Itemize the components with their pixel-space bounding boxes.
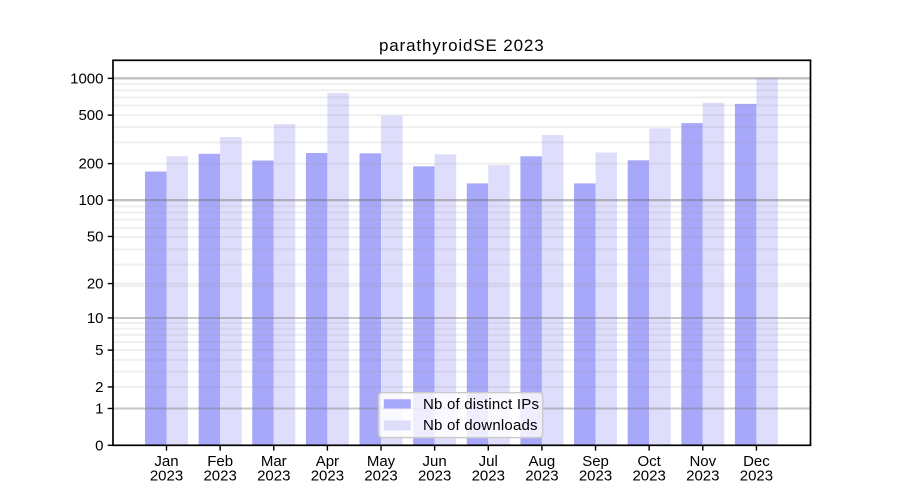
svg-text:2023: 2023 xyxy=(472,468,505,485)
svg-text:100: 100 xyxy=(78,192,103,209)
svg-text:2023: 2023 xyxy=(257,468,290,485)
svg-text:2023: 2023 xyxy=(203,468,236,485)
svg-text:Jun: Jun xyxy=(423,453,447,470)
svg-text:Jan: Jan xyxy=(154,453,178,470)
svg-text:Feb: Feb xyxy=(207,453,233,470)
svg-text:2023: 2023 xyxy=(525,468,558,485)
svg-text:2023: 2023 xyxy=(686,468,719,485)
svg-text:2023: 2023 xyxy=(418,468,451,485)
svg-text:2023: 2023 xyxy=(579,468,612,485)
svg-text:2023: 2023 xyxy=(150,468,183,485)
svg-text:200: 200 xyxy=(78,156,103,173)
svg-text:Nb of distinct IPs: Nb of distinct IPs xyxy=(423,396,539,413)
svg-text:1000: 1000 xyxy=(70,70,103,87)
svg-text:20: 20 xyxy=(87,276,104,293)
svg-text:Oct: Oct xyxy=(637,453,661,470)
svg-text:Sep: Sep xyxy=(582,453,609,470)
svg-text:500: 500 xyxy=(78,107,103,124)
svg-text:parathyroidSE 2023: parathyroidSE 2023 xyxy=(379,36,545,55)
svg-text:Jul: Jul xyxy=(479,453,498,470)
svg-text:2023: 2023 xyxy=(632,468,665,485)
svg-text:2023: 2023 xyxy=(740,468,773,485)
svg-text:10: 10 xyxy=(87,310,104,327)
svg-text:Nov: Nov xyxy=(689,453,716,470)
svg-text:2: 2 xyxy=(95,379,103,396)
svg-text:Nb of downloads: Nb of downloads xyxy=(423,417,538,434)
svg-text:0: 0 xyxy=(95,437,103,454)
svg-text:2023: 2023 xyxy=(311,468,344,485)
svg-text:1: 1 xyxy=(95,400,103,417)
svg-text:5: 5 xyxy=(95,342,103,359)
svg-text:Dec: Dec xyxy=(743,453,770,470)
svg-text:May: May xyxy=(367,453,396,470)
svg-text:50: 50 xyxy=(87,228,104,245)
svg-text:Mar: Mar xyxy=(261,453,287,470)
svg-text:2023: 2023 xyxy=(364,468,397,485)
svg-text:Apr: Apr xyxy=(316,453,339,470)
svg-text:Aug: Aug xyxy=(529,453,556,470)
